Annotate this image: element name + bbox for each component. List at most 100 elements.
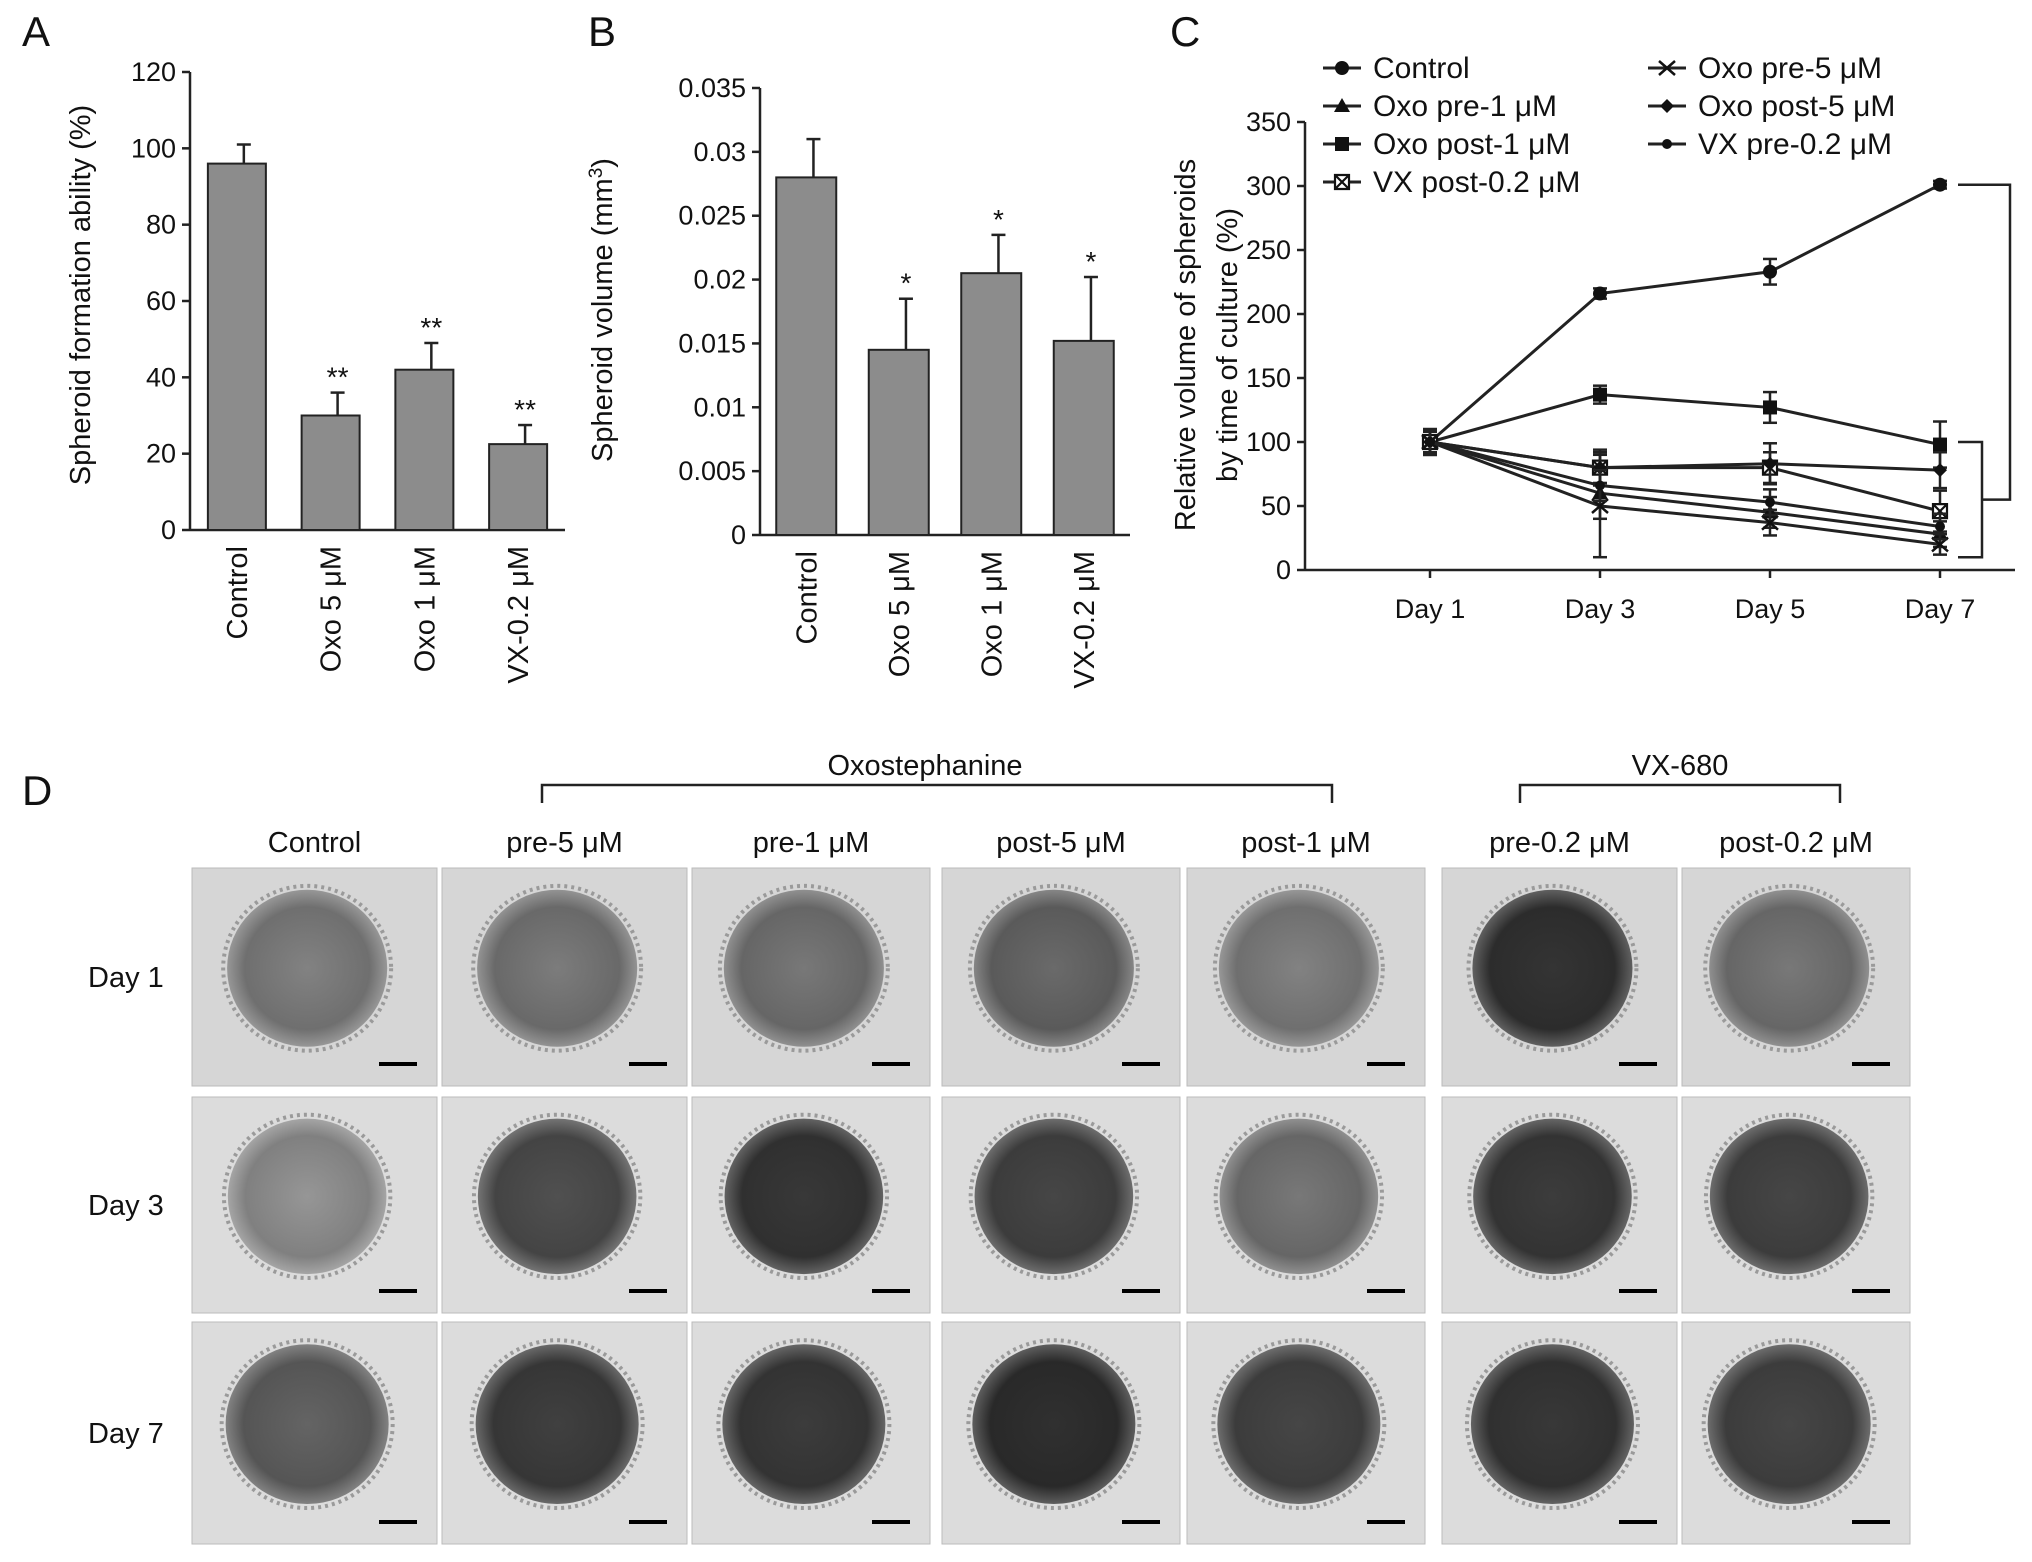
y-tick-label: 0.03 [693,137,746,167]
chart-c-relative-volume: Relative volume of spheroids by time of … [1170,52,2015,624]
y-tick-label: 0.015 [678,328,746,358]
micrograph-column-label: pre-1 μM [753,827,870,859]
series-2 [1422,427,1948,549]
y-tick-label: 0.01 [693,392,746,422]
spheroid [227,889,388,1047]
x-category-label: Oxo 5 μM [884,551,916,677]
micrograph-cell [191,867,438,1087]
significance-marker: * [993,204,1004,235]
spheroid [722,1344,886,1505]
x-tick-label: Day 7 [1905,594,1976,624]
spheroid [1219,1118,1379,1275]
spheroid [1472,889,1633,1047]
group-label-vx680: VX-680 [1632,750,1729,782]
x-category-label: Control [222,546,254,640]
x-tick-label: Day 5 [1735,594,1806,624]
spheroid [227,1118,387,1275]
data-point [1765,497,1775,508]
significance-marker: * [1085,246,1096,277]
micrograph-column-label: post-5 μM [996,827,1126,859]
spheroid-rim [1703,883,1876,1053]
chart-c-legend: Control Oxo pre-1 μM Oxo post-1 μM VX post-… [1323,52,1895,199]
significance-marker: * [900,268,911,299]
spheroid-rim [471,883,644,1053]
y-tick-label: 200 [1246,299,1291,329]
y-tick-label: 300 [1246,171,1291,201]
x-tick-label: Day 1 [1395,594,1466,624]
y-tick-label: 0.02 [693,265,746,295]
y-tick-label: 0 [161,515,176,545]
micrograph-panel: Oxostephanine VX-680 Control pre-5 μM pre-… [88,750,1911,1545]
legend-label: Oxo post-1 μM [1373,128,1570,161]
chart-c-y-axis-title-line1: Relative volume of spheroids [1170,159,1202,531]
micrograph-row-label: Day 1 [88,962,164,994]
micrograph-cell [1186,867,1426,1087]
spheroid-rim [716,1338,892,1511]
legend-marker [1658,60,1676,76]
micrograph-cell [441,1096,688,1314]
y-tick-label: 20 [146,439,176,469]
chart-c-y-axis-title-line2: by time of culture (%) [1212,208,1244,482]
spheroid [974,1118,1134,1275]
bar-4 [1052,339,1115,537]
x-tick-label: Day 3 [1565,594,1636,624]
x-category-label: VX-0.2 μM [1069,551,1101,689]
y-tick-label: 40 [146,362,176,392]
micrograph-cell [941,867,1181,1087]
vx680-bracket [1518,783,1842,803]
y-tick-label: 250 [1246,235,1291,265]
spheroid [1217,1344,1381,1505]
spheroid [1470,1344,1634,1505]
micrograph-column-label: pre-5 μM [506,827,623,859]
data-point [1763,264,1777,279]
y-tick-label: 100 [1246,427,1291,457]
chart-b-y-axis-title: Spheroid volume (mm3) [586,158,620,462]
data-point [1763,456,1777,471]
spheroid-rim [1467,1112,1638,1281]
spheroid-rim [718,1112,890,1281]
spheroid-rim [221,883,394,1053]
group-label-oxostephanine: Oxostephanine [827,750,1022,782]
micrograph-column-label: pre-0.2 μM [1489,827,1630,859]
y-tick-label: 100 [131,133,176,163]
spheroid-rim [1213,1112,1385,1281]
bar-4 [488,443,549,531]
legend-label: Oxo pre-1 μM [1373,90,1557,123]
micrograph-column-label: post-1 μM [1241,827,1371,859]
micrograph-grid [191,867,1911,1545]
data-point [1425,437,1435,447]
y-tick-label: 120 [131,57,176,87]
micrograph-cell [941,1321,1181,1545]
legend-item: Oxo post-1 μM [1323,128,1570,161]
series-line [1429,440,1941,546]
panel-letter-b: B [588,8,616,55]
y-tick-label: 0 [1276,555,1291,585]
spheroid-rim [966,1338,1142,1511]
micrograph-cell [1441,1321,1678,1545]
spheroid-rim [967,883,1140,1053]
series-line [1429,440,1941,472]
spheroid-rim [219,1338,395,1511]
series-line [1429,183,1941,444]
series-1 [1423,177,1947,454]
data-point [1593,286,1607,301]
chart-a-spheroid-formation: Spheroid formation ability (%) 0 20 40 60 80… [65,57,565,684]
x-category-label: Oxo 1 μM [409,546,441,672]
micrograph-cell [441,1321,688,1545]
micrograph-cell [691,1096,931,1314]
series-line [1429,440,1941,536]
spheroid-rim [717,883,890,1053]
bar-3 [394,368,455,532]
panel-letter-a: A [22,8,50,55]
spheroid-rim [1211,1338,1387,1511]
x-category-label: Oxo 5 μM [316,546,348,672]
data-point [1593,387,1607,402]
spheroid-rim [1212,883,1385,1053]
micrograph-row-label: Day 7 [88,1418,164,1450]
bar-1 [775,176,838,536]
legend-item: Oxo pre-5 μM [1648,52,1882,85]
micrograph-cell [1681,1096,1911,1314]
micrograph-cell [1681,1321,1911,1545]
micrograph-cell [1441,1096,1678,1314]
oxostephanine-bracket [540,783,1334,803]
